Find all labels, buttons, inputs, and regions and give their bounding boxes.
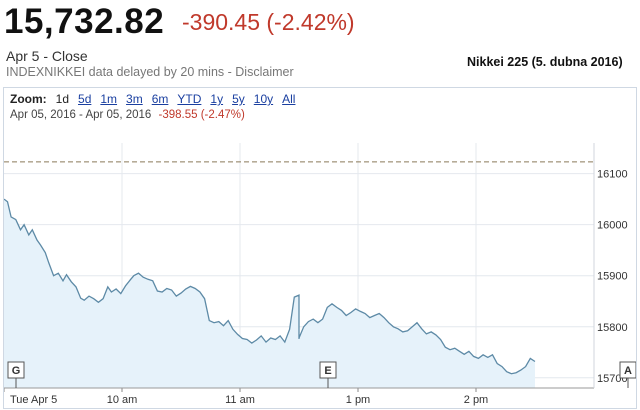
- close-label: Apr 5 - Close: [6, 48, 88, 64]
- zoom-option-5y[interactable]: 5y: [232, 92, 245, 106]
- y-tick-label-15900: 15900: [597, 271, 628, 283]
- chart-caption: Nikkei 225 (5. dubna 2016): [467, 55, 623, 69]
- y-tick-label-15800: 15800: [597, 322, 628, 334]
- price-line: [4, 198, 536, 375]
- x-tick-label-3: 1 pm: [346, 394, 370, 406]
- x-tick-label-1: 10 am: [107, 394, 138, 406]
- chart-panel: Zoom: 1d 5d 1m 3m 6m YTD 1y 5y 10y All Apr 05, 20…: [3, 87, 637, 409]
- data-delay-notice: INDEXNIKKEI data delayed by 20 mins - Di…: [6, 65, 294, 79]
- delay-text: INDEXNIKKEI data delayed by 20 mins -: [6, 65, 236, 79]
- zoom-option-1y[interactable]: 1y: [210, 92, 224, 106]
- y-tick-label-16100: 16100: [597, 169, 628, 181]
- range-change: -398.55 (-2.47%): [158, 109, 245, 121]
- zoom-option-ytd[interactable]: YTD: [177, 92, 202, 106]
- x-tick-label-2: 11 am: [225, 394, 255, 406]
- date-range-text: Apr 05, 2016 - Apr 05, 2016: [10, 109, 152, 121]
- disclaimer-link[interactable]: Disclaimer: [235, 65, 294, 79]
- zoom-options: 1d 5d 1m 3m 6m YTD 1y 5y 10y All: [56, 92, 305, 106]
- zoom-option-1m[interactable]: 1m: [100, 92, 118, 106]
- zoom-label: Zoom:: [10, 92, 47, 106]
- x-tick-label-4: 2 pm: [464, 394, 488, 406]
- zoom-option-6m[interactable]: 6m: [151, 92, 169, 106]
- price-area: [4, 199, 535, 388]
- zoom-option-5d[interactable]: 5d: [78, 92, 92, 106]
- zoom-option-all[interactable]: All: [282, 92, 296, 106]
- news-flag-g-letter: G: [12, 365, 21, 377]
- news-flag-a-letter: A: [624, 365, 632, 377]
- x-tick-label-0: Tue Apr 5: [10, 394, 57, 406]
- zoom-option-3m[interactable]: 3m: [126, 92, 143, 106]
- zoom-option-10y[interactable]: 10y: [253, 92, 274, 106]
- date-range: Apr 05, 2016 - Apr 05, 2016 -398.55 (-2.…: [10, 109, 245, 121]
- price-change: -390.45 (-2.42%): [182, 9, 355, 35]
- zoom-option-1d[interactable]: 1d: [55, 92, 70, 106]
- current-price: 15,732.82: [4, 2, 165, 41]
- zoom-toolbar: Zoom: 1d 5d 1m 3m 6m YTD 1y 5y 10y All: [10, 92, 304, 106]
- news-flag-e-letter: E: [324, 365, 331, 377]
- y-tick-label-16000: 16000: [597, 220, 628, 232]
